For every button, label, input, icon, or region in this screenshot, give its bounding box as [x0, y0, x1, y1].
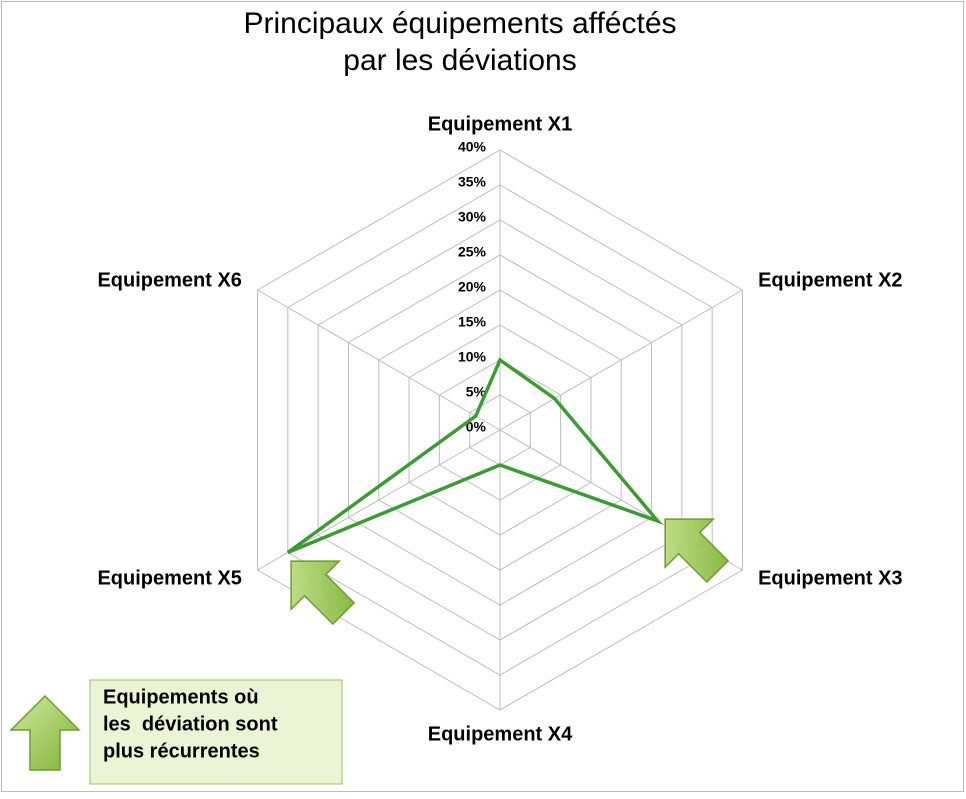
spoke: [257, 289, 501, 431]
category-label: Equipement X3: [758, 567, 902, 589]
annotation: les déviation sont: [103, 713, 278, 735]
arrow: [290, 560, 356, 626]
category-label: Equipement X5: [97, 567, 241, 589]
annotation: plus récurrentes: [103, 740, 260, 762]
y-tick-label: 5%: [466, 384, 487, 400]
y-tick-label: 20%: [458, 279, 487, 295]
y-tick-label: 10%: [458, 349, 487, 365]
category-label: Equipement X2: [758, 269, 902, 291]
chart-title: Principaux équipements afféctés: [243, 7, 676, 40]
arrow: [9, 694, 81, 771]
y-tick-label: 0%: [466, 419, 487, 435]
annotation-box: [89, 679, 343, 785]
category-label: Equipement X6: [97, 269, 241, 291]
y-tick-label: 40%: [458, 139, 487, 155]
arrow: [664, 518, 730, 584]
spoke: [499, 289, 743, 431]
grid: [257, 149, 743, 711]
y-tick-label: 35%: [458, 174, 487, 190]
chart-title: par les déviations: [343, 44, 576, 77]
category-label: Equipement X4: [428, 723, 573, 745]
y-tick-label: 25%: [458, 244, 487, 260]
data-line: [286, 357, 664, 555]
y-tick-label: 30%: [458, 209, 487, 225]
category-label: Equipement X1: [428, 113, 572, 135]
y-tick-label: 15%: [458, 314, 487, 330]
annotation: Equipements où: [103, 686, 259, 708]
